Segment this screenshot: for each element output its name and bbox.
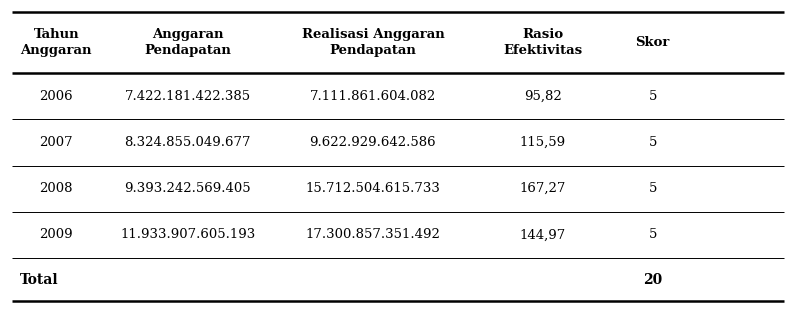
- Text: Total: Total: [20, 273, 59, 286]
- Text: 2008: 2008: [40, 182, 73, 195]
- Text: 5: 5: [649, 228, 657, 241]
- Text: 20: 20: [643, 273, 662, 286]
- Text: Realisasi Anggaran
Pendapatan: Realisasi Anggaran Pendapatan: [302, 28, 444, 57]
- Text: 15.712.504.615.733: 15.712.504.615.733: [306, 182, 440, 195]
- Text: 9.393.242.569.405: 9.393.242.569.405: [124, 182, 251, 195]
- Text: 2006: 2006: [40, 90, 73, 103]
- Text: 11.933.907.605.193: 11.933.907.605.193: [120, 228, 256, 241]
- Text: 17.300.857.351.492: 17.300.857.351.492: [306, 228, 440, 241]
- Text: 2009: 2009: [40, 228, 73, 241]
- Text: 5: 5: [649, 136, 657, 149]
- Text: 144,97: 144,97: [520, 228, 566, 241]
- Text: 2007: 2007: [40, 136, 73, 149]
- Text: Skor: Skor: [636, 37, 670, 49]
- Text: 7.111.861.604.082: 7.111.861.604.082: [310, 90, 436, 103]
- Text: 9.622.929.642.586: 9.622.929.642.586: [310, 136, 436, 149]
- Text: 95,82: 95,82: [524, 90, 562, 103]
- Text: 8.324.855.049.677: 8.324.855.049.677: [124, 136, 251, 149]
- Text: Anggaran
Pendapatan: Anggaran Pendapatan: [144, 28, 231, 57]
- Text: 167,27: 167,27: [520, 182, 566, 195]
- Text: 5: 5: [649, 182, 657, 195]
- Text: 7.422.181.422.385: 7.422.181.422.385: [124, 90, 251, 103]
- Text: Rasio
Efektivitas: Rasio Efektivitas: [503, 28, 583, 57]
- Text: 115,59: 115,59: [520, 136, 566, 149]
- Text: 5: 5: [649, 90, 657, 103]
- Text: Tahun
Anggaran: Tahun Anggaran: [21, 28, 92, 57]
